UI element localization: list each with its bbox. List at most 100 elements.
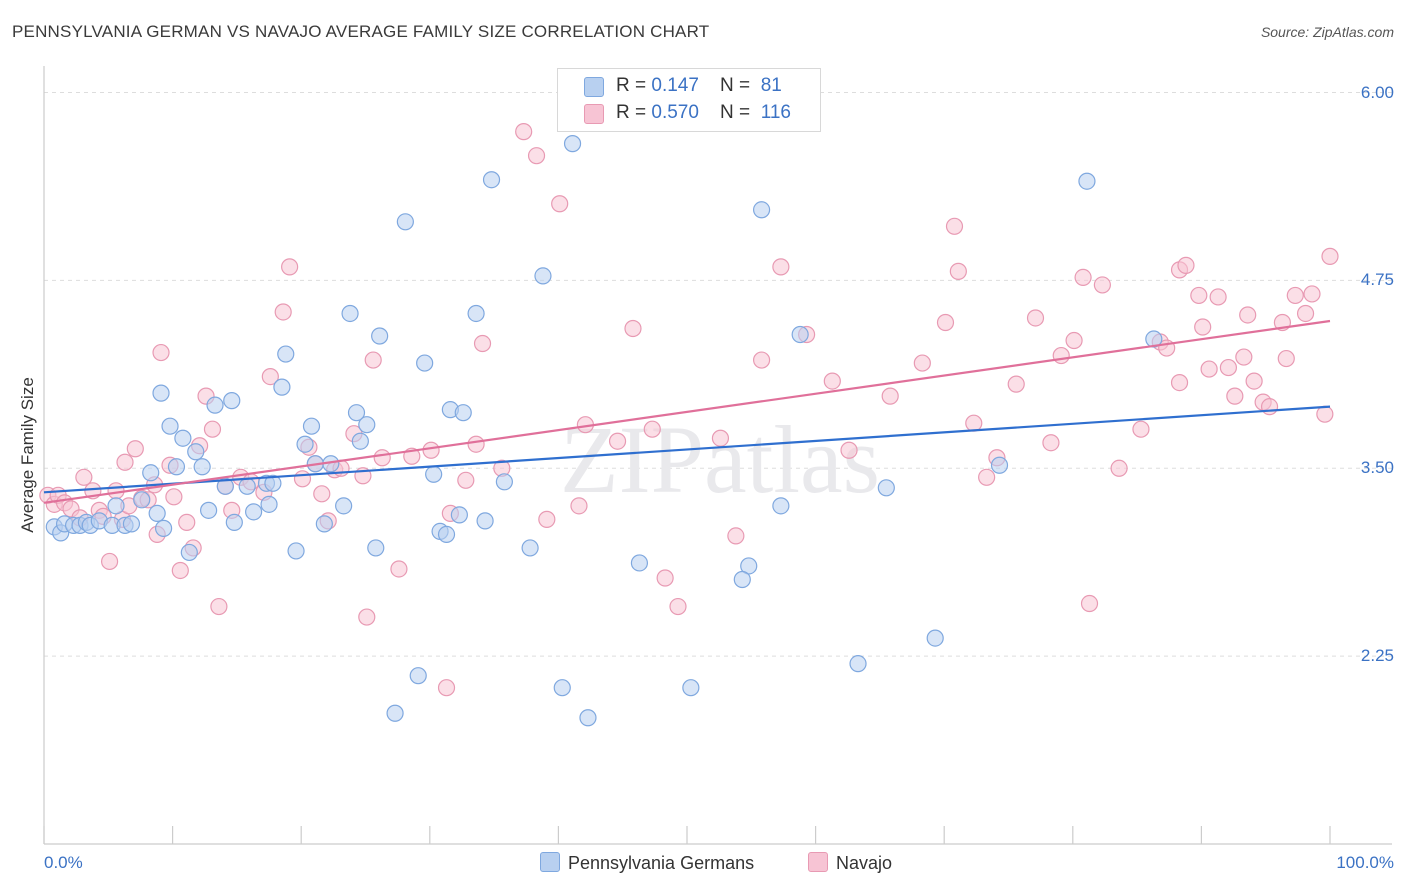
navajo-point [1065,331,1083,350]
pennsylvania-german-point [1078,172,1096,190]
navajo-point [936,313,955,332]
navajo-point [1316,405,1334,423]
pennsylvania-german-point [495,473,513,491]
navajo-point [178,513,196,531]
pennsylvania-german-point [341,304,359,323]
pennsylvania-german-point [296,435,314,453]
pennsylvania-german-point [122,515,141,533]
pennsylvania-german-point [107,497,125,515]
pennsylvania-german-point [315,515,333,533]
pennsylvania-german-point [154,519,173,537]
navajo-point [945,217,964,235]
pennsylvania-german-point [238,477,256,495]
pennsylvania-german-point [630,554,649,572]
n-value: 116 [760,102,791,123]
navajo-point [752,351,771,369]
navajo-point [1200,360,1218,378]
pennsylvania-german-point [454,404,472,422]
navajo-point [1260,398,1279,416]
pennsylvania-german-point [396,213,414,231]
navajo-point [467,435,485,453]
n-label: N = [720,102,756,123]
navajo-point [538,510,556,528]
trend-lines [43,319,1331,504]
pennsylvania-german-point [277,345,295,363]
navajo-point [1219,358,1238,377]
pennsylvania-german-point [193,458,211,476]
navajo-point [358,608,376,626]
navajo-point [1194,318,1212,336]
y-tick-label: 2.25 [1360,646,1394,666]
navajo-point [881,387,899,405]
pennsylvania-german-point [347,404,366,422]
r-value: 0.147 [651,75,699,96]
navajo-point [437,679,456,697]
pennsylvania-german-point [450,506,468,524]
x-tick-label-min: 0.0% [44,853,83,872]
navajo-point [656,569,674,587]
navajo-point [772,258,790,276]
navajo-point [1026,309,1045,327]
pennsylvania-german-points [45,135,1163,727]
bottom-legend-pennsylvania-germans: Pennsylvania Germans [540,852,754,874]
navajo-point [1277,349,1295,368]
pennsylvania-german-point [476,512,494,530]
pennsylvania-german-point [733,570,751,589]
pennsylvania-german-trend-line [43,405,1331,494]
pennsylvania-german-point [877,479,895,497]
navajo-point [364,351,382,369]
navajo-point [1080,594,1099,613]
pennsylvania-german-point [682,679,700,697]
navajo-trend-line [43,319,1331,504]
navajo-point [203,420,222,438]
y-tick-label: 4.75 [1360,270,1394,290]
pink-swatch-icon [808,852,828,872]
navajo-point [1007,375,1025,393]
pennsylvania-german-point [579,709,597,727]
pennsylvania-german-point [142,464,160,482]
pennsylvania-german-point [849,655,867,673]
navajo-point [1209,288,1227,306]
pennsylvania-german-point [287,542,305,560]
n-value: 81 [760,75,782,96]
pennsylvania-german-point [245,503,263,521]
r-value: 0.570 [651,102,699,123]
blue-swatch-icon [540,852,560,872]
navajo-point [281,258,299,276]
navajo-point [313,485,331,503]
navajo-point [1190,286,1208,305]
blue-swatch-icon [584,77,604,97]
watermark: ZIPatlas [560,406,880,513]
navajo-point [1245,372,1263,390]
navajo-point [457,471,475,489]
pennsylvania-german-point [148,504,166,522]
navajo-point [913,354,931,372]
pennsylvania-german-point [351,432,369,450]
pennsylvania-german-point [386,704,404,722]
pennsylvania-german-point [425,465,443,483]
pennsylvania-german-point [409,667,427,685]
navajo-point [624,319,642,338]
navajo-point [515,123,533,141]
axis-layer [43,66,1392,845]
navajo-point [527,147,546,165]
pennsylvania-german-point [273,378,291,396]
navajo-point [978,468,996,486]
navajo-point [75,468,93,486]
navajo-point [390,560,408,578]
navajo-point [1296,304,1315,323]
navajo-point [1042,434,1060,452]
pennsylvania-german-point [180,543,198,562]
navajo-point [152,343,170,362]
navajo-point [1177,256,1195,274]
pennsylvania-german-point [371,327,389,345]
navajo-point [949,262,967,280]
navajo-point [551,195,569,213]
pennsylvania-german-point [990,456,1009,474]
chart-title: PENNSYLVANIA GERMAN VS NAVAJO AVERAGE FA… [12,22,710,41]
r-label: R = [616,75,652,96]
navajo-point [165,488,183,506]
navajo-point [1321,247,1339,265]
navajo-point [1132,420,1150,438]
